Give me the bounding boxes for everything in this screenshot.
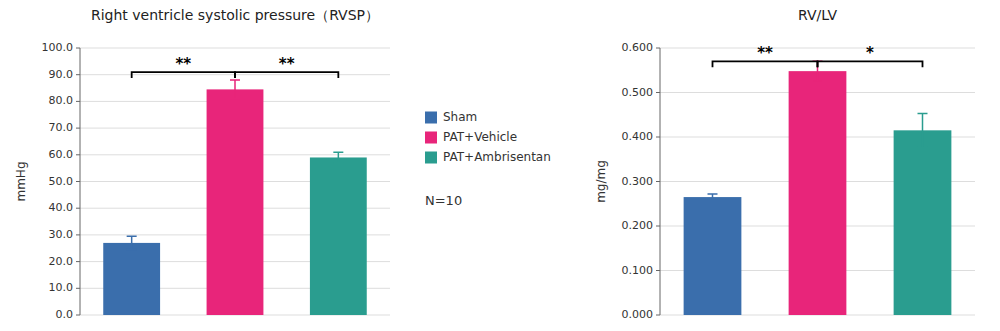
y-axis-line (80, 48, 81, 315)
tick-label: 30.0 (49, 228, 74, 241)
bar (894, 130, 952, 315)
error-bar (230, 80, 240, 99)
significance-label: ** (175, 55, 191, 73)
error-bar (127, 236, 137, 249)
significance-label: * (866, 44, 874, 62)
bar (207, 89, 264, 315)
tick-mark (656, 270, 660, 271)
tick-mark (656, 92, 660, 93)
tick-label: 0.200 (622, 219, 654, 232)
significance-label: ** (757, 44, 773, 62)
annotation: N=10 (425, 193, 462, 208)
panel: 0.0000.1000.2000.3000.4000.5000.600***RV… (594, 7, 975, 321)
tick-label: 0.0 (56, 308, 74, 321)
tick-label: 0.600 (622, 41, 654, 54)
tick-label: 50.0 (49, 175, 74, 188)
tick-mark (76, 101, 80, 102)
tick-mark (76, 288, 80, 289)
tick-mark (76, 181, 80, 182)
tick-mark (656, 226, 660, 227)
axis-label: mmHg (14, 161, 28, 201)
title: Right ventricle systolic pressure（RVSP） (91, 7, 379, 23)
tick-mark (76, 208, 80, 209)
bar (103, 243, 160, 315)
legend-swatch (425, 152, 437, 164)
error-bar (918, 113, 928, 147)
tick-mark (76, 74, 80, 75)
tick-label: 70.0 (49, 121, 74, 134)
tick-mark (76, 315, 80, 316)
bar (684, 197, 742, 315)
tick-label: 0.400 (622, 130, 654, 143)
marks (684, 61, 952, 315)
legend: Sham PAT+Vehicle PAT+Ambrisentan (425, 110, 551, 164)
y-axis-line (660, 48, 661, 315)
tick-label: 20.0 (49, 255, 74, 268)
legend-swatch (425, 132, 437, 144)
tick-mark (656, 315, 660, 316)
legend-label: PAT+Ambrisentan (443, 150, 551, 164)
axis-label: mg/mg (594, 160, 608, 203)
grid-line (660, 48, 975, 49)
panel: 0.0 10.0 20.0 30.0 40.0 50.0 60.0 70.0 80.0 90.0 1… (14, 7, 551, 321)
legend-label: PAT+Vehicle (443, 130, 517, 144)
tick-mark (656, 181, 660, 182)
tick-label: 0.000 (622, 308, 654, 321)
grid-line (80, 48, 390, 49)
bar (310, 157, 367, 315)
significance-label: ** (279, 55, 295, 73)
error-bar (333, 152, 343, 163)
tick-label: 0.300 (622, 175, 654, 188)
tick-label: 90.0 (49, 68, 74, 81)
tick-label: 40.0 (49, 201, 74, 214)
tick-mark (656, 48, 660, 49)
tick-label: 0.100 (622, 264, 654, 277)
tick-mark (656, 137, 660, 138)
legend-label: Sham (443, 110, 477, 124)
marks (103, 80, 367, 315)
tick-label: 100.0 (42, 41, 74, 54)
chart-root: 0.0 10.0 20.0 30.0 40.0 50.0 60.0 70.0 80.0 90.0 1… (0, 0, 1000, 331)
legend-swatch (425, 112, 437, 124)
tick-label: 80.0 (49, 94, 74, 107)
tick-mark (76, 128, 80, 129)
tick-mark (76, 48, 80, 49)
error-bar (708, 194, 718, 200)
tick-mark (76, 234, 80, 235)
bar (789, 71, 847, 315)
tick-label: 60.0 (49, 148, 74, 161)
tick-label: 10.0 (49, 281, 74, 294)
tick-mark (76, 261, 80, 262)
tick-label: 0.500 (622, 86, 654, 99)
title: RV/LV (798, 7, 838, 23)
tick-mark (76, 154, 80, 155)
